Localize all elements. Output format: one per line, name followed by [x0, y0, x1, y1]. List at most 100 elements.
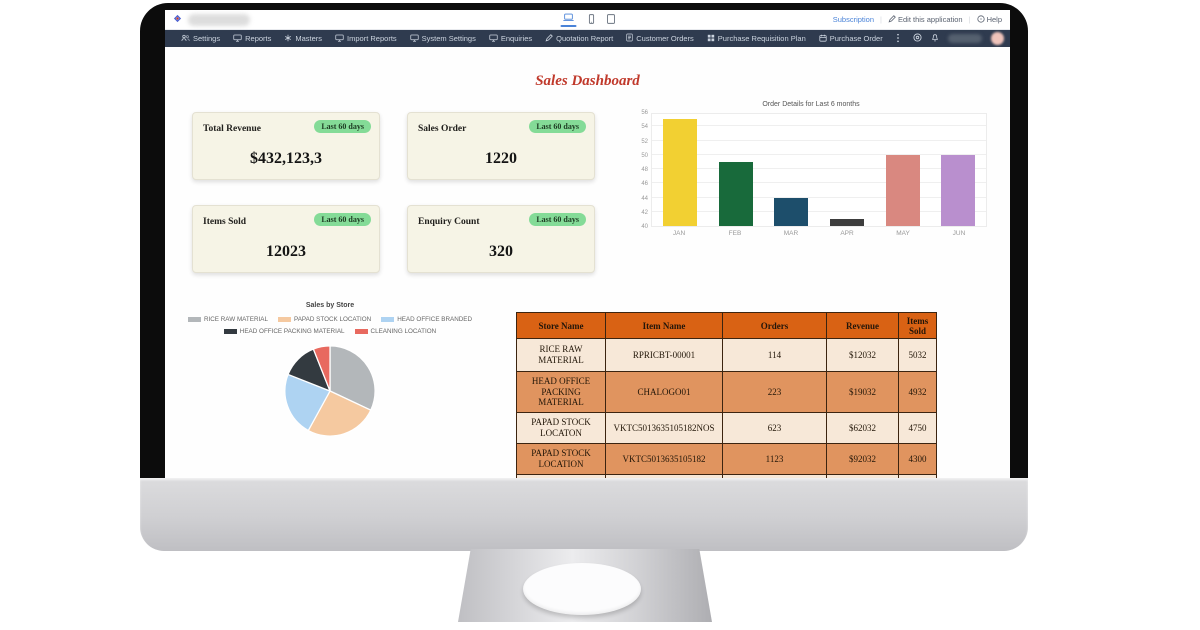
nav-item-label: Reports: [245, 34, 272, 43]
bar-apr: [829, 218, 864, 226]
nav-item-label: Masters: [295, 34, 323, 43]
users-icon: [181, 34, 190, 44]
nav-item-import-reports[interactable]: Import Reports: [335, 34, 397, 44]
nav-item-label: Customer Orders: [636, 34, 694, 43]
nav-item-label: Purchase Order: [829, 34, 883, 43]
kpi-card-enquiry-count: Enquiry Count Last 60 days 320: [407, 205, 595, 273]
kpi-card-sales-order: Sales Order Last 60 days 1220: [407, 112, 595, 180]
table-cell: [898, 474, 937, 478]
avatar[interactable]: [990, 32, 1004, 45]
dashboard-content: Sales Dashboard Total Revenue Last 60 day…: [165, 47, 1010, 478]
pie-legend: RICE RAW MATERIAL PAPAD STOCK LOCATION HEA…: [165, 314, 495, 338]
table-cell: HEAD OFFICE PACKING MATERIAL: [516, 371, 606, 413]
y-tick-label: 42: [641, 209, 648, 216]
kpi-value: 12023: [266, 243, 306, 260]
bar-chart-title: Order Details for Last 6 months: [762, 101, 860, 108]
nav-item-purchase-requisition-plan[interactable]: Purchase Requisition Plan: [707, 34, 806, 44]
table-cell: 4300: [898, 443, 937, 475]
phone-icon: [588, 14, 594, 26]
nav-item-label: Purchase Requisition Plan: [717, 34, 806, 43]
phone-preview-button[interactable]: [588, 14, 594, 26]
column-header: Item Name: [605, 312, 723, 339]
document-icon: [626, 33, 633, 44]
pie-chart-title: Sales by Store: [305, 302, 355, 309]
legend-label: PAPAD STOCK LOCATION: [293, 316, 372, 323]
bar-chart-x-axis: JAN FEB MAR APR MAY JUN: [651, 230, 987, 237]
grid-icon: [707, 34, 715, 44]
table-row-clipped: [516, 474, 937, 478]
nav-item-label: Import Reports: [347, 34, 397, 43]
nav-item-settings[interactable]: Settings: [181, 34, 220, 44]
column-header: Orders: [722, 312, 827, 339]
kpi-label: Items Sold: [203, 217, 247, 227]
table-cell: VKTC5013635105182: [605, 443, 723, 475]
bar-jun: [941, 154, 976, 226]
orders-bar-chart: Order Details for Last 6 months 40 42 44 46…: [635, 101, 987, 237]
kpi-card-items-sold: Items Sold Last 60 days 12023: [192, 205, 380, 273]
nav-item-system-settings[interactable]: System Settings: [410, 34, 476, 44]
store-sales-table: Store Name Item Name Orders Revenue Items So…: [516, 312, 937, 478]
x-tick-label: MAY: [896, 230, 910, 237]
gridline: [652, 182, 986, 184]
page-title: Sales Dashboard: [535, 73, 640, 89]
pie-slice-2: [284, 373, 331, 432]
kpi-period-badge: Last 60 days: [314, 120, 371, 133]
headset-icon[interactable]: [913, 33, 922, 44]
tablet-preview-button[interactable]: [606, 14, 615, 26]
column-header: Store Name: [516, 312, 606, 339]
kpi-label: Total Revenue: [203, 124, 261, 134]
table-cell: RPRICBT-00001: [605, 338, 723, 372]
main-navigation: Settings Reports Masters Import Reports Syst…: [165, 30, 1010, 47]
legend-label: RICE RAW MATERIAL: [203, 316, 268, 323]
monitor-chin: [140, 478, 1028, 551]
kebab-icon: [896, 33, 900, 45]
monitor-icon: [489, 34, 498, 44]
table-cell: RICE RAW MATERIAL: [516, 338, 606, 372]
monitor-icon: [335, 34, 344, 44]
gridline: [652, 125, 986, 127]
edit-application-button[interactable]: Edit this application: [888, 14, 963, 25]
x-tick-label: MAR: [783, 230, 799, 237]
legend-item: CLEANING LOCATION: [354, 326, 436, 337]
legend-item: PAPAD STOCK LOCATION: [277, 314, 372, 325]
table-cell: 4932: [898, 371, 937, 413]
pencil-icon: [545, 33, 553, 44]
kpi-value: 1220: [485, 150, 517, 167]
nav-item-customer-orders[interactable]: Customer Orders: [626, 33, 694, 44]
nav-item-reports[interactable]: Reports: [233, 34, 271, 44]
kpi-label: Enquiry Count: [418, 217, 480, 227]
y-tick-label: 52: [641, 138, 648, 145]
screen: Subscription | Edit this application | H…: [165, 10, 1010, 478]
asterisk-icon: [284, 34, 292, 44]
table-cell: 114: [722, 338, 827, 372]
nav-item-label: Settings: [193, 34, 221, 43]
legend-swatch: [187, 317, 201, 322]
table-cell: 4750: [898, 412, 937, 444]
nav-more-kebab-button[interactable]: [896, 33, 900, 45]
kpi-label: Sales Order: [418, 124, 467, 134]
laptop-preview-button[interactable]: [560, 13, 576, 27]
calendar-icon: [819, 34, 827, 44]
table-header-row: Store Name Item Name Orders Revenue Items So…: [516, 312, 937, 339]
table-cell: $12032: [826, 338, 899, 372]
table-cell: [826, 474, 899, 478]
pencil-icon: [888, 14, 896, 25]
table-row: PAPAD STOCK LOCATION VKTC5013635105182 112…: [516, 443, 937, 475]
nav-item-quotation-report[interactable]: Quotation Report: [545, 33, 613, 44]
help-button[interactable]: Help: [976, 14, 1002, 25]
table-row: PAPAD STOCK LOCATON VKTC5013635105182NOS 6…: [516, 412, 937, 444]
nav-item-masters[interactable]: Masters: [284, 34, 322, 44]
column-header: Revenue: [826, 312, 899, 339]
subscription-link[interactable]: Subscription: [832, 15, 875, 24]
gridline: [652, 168, 986, 169]
y-tick-label: 50: [641, 152, 648, 159]
nav-item-enquiries[interactable]: Enquiries: [489, 34, 532, 44]
notifications-bell-icon[interactable]: [931, 33, 939, 44]
nav-item-label: Enquiries: [500, 34, 533, 43]
table-cell: PAPAD STOCK LOCATION: [516, 443, 606, 475]
monitor-icon: [233, 34, 242, 44]
nav-item-purchase-order[interactable]: Purchase Order: [819, 34, 883, 44]
table-cell: [516, 474, 606, 478]
gridline: [652, 210, 986, 212]
help-icon: [976, 14, 985, 25]
